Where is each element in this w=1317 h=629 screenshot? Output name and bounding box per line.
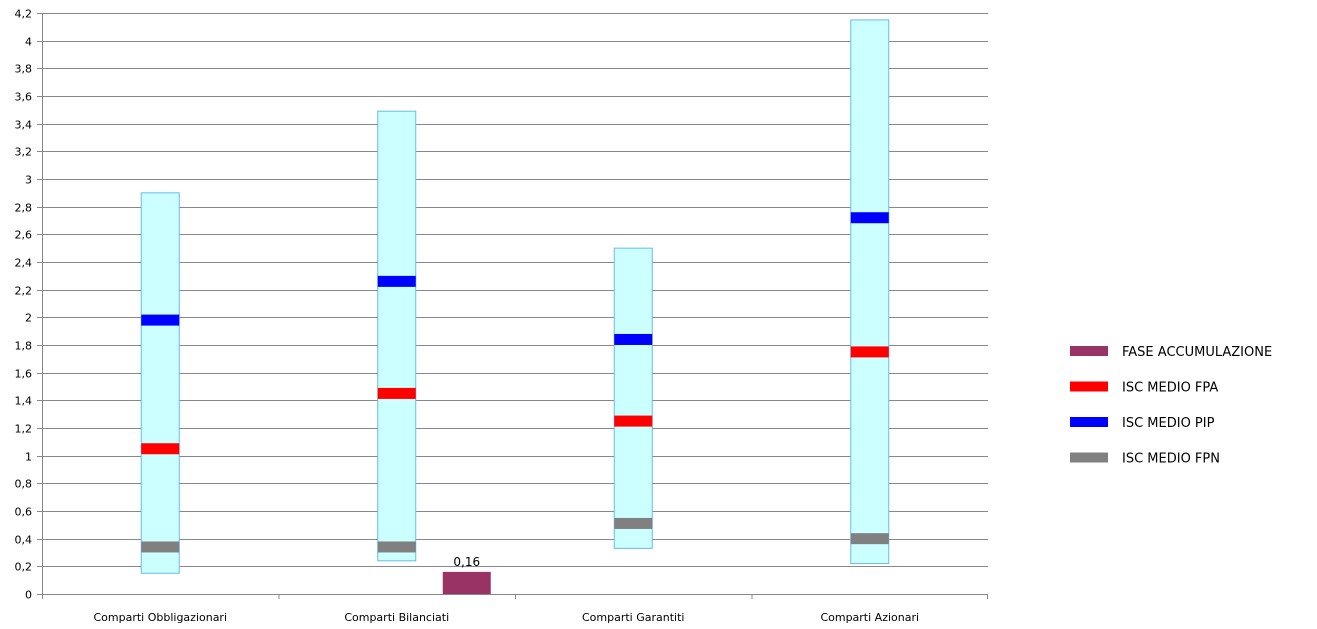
y-tick-label: 3,8 — [15, 63, 33, 76]
range-bars — [140, 19, 890, 574]
marker-isc-medio-fpn — [141, 541, 180, 553]
marker-isc-medio-fpa — [614, 415, 653, 427]
legend-label: ISC MEDIO FPA — [1122, 381, 1218, 396]
y-tick-label: 0,4 — [15, 534, 33, 547]
legend-swatch — [1070, 417, 1108, 427]
legend-label: ISC MEDIO PIP — [1122, 416, 1215, 431]
range-bar — [850, 19, 890, 565]
x-category-label: Comparti Azionari — [820, 611, 919, 624]
y-tick-label: 3,6 — [15, 91, 33, 104]
y-tick-label: 3,4 — [15, 119, 33, 132]
y-tick-label: 3 — [25, 174, 32, 187]
y-tick-label: 1,8 — [15, 340, 33, 353]
marker-isc-medio-fpa — [850, 346, 889, 358]
legend-swatch — [1070, 452, 1108, 463]
gridlines — [42, 13, 988, 595]
legend-swatch — [1070, 381, 1108, 392]
y-tick-label: 0,8 — [15, 478, 33, 491]
series-marks: 0,16 — [141, 212, 889, 594]
y-tick-label: 1,4 — [15, 395, 33, 408]
y-tick-label: 3,2 — [15, 146, 33, 159]
y-tick-label: 1,2 — [15, 423, 33, 436]
y-tick-label: 2,4 — [15, 257, 33, 270]
marker-isc-medio-fpn — [614, 517, 653, 529]
y-tick-label: 4 — [25, 36, 32, 49]
legend-swatch — [1070, 346, 1108, 356]
y-tick-label: 2 — [25, 312, 32, 325]
y-tick-label: 2,8 — [15, 202, 33, 215]
y-tick-label: 2,6 — [15, 229, 33, 242]
legend-label: FASE ACCUMULAZIONE — [1122, 345, 1272, 360]
y-axis: 0 0,2 0,4 0,6 0,8 1 1,2 1,4 1,6 1,8 2 2,2 2,4 2,6 2,8 3… — [15, 8, 43, 602]
bar-fase-accumulazione — [442, 571, 491, 594]
x-category-label: Comparti Garantiti — [582, 611, 684, 624]
y-tick-label: 0,2 — [15, 561, 33, 574]
y-tick-label: 2,2 — [15, 285, 33, 298]
y-tick-label: 1 — [25, 451, 32, 464]
marker-isc-medio-fpa — [377, 387, 416, 399]
range-bar — [613, 247, 653, 549]
y-tick-label: 0,6 — [15, 506, 33, 519]
marker-isc-medio-pip — [614, 333, 653, 345]
data-label: 0,16 — [453, 555, 480, 569]
marker-isc-medio-pip — [377, 275, 416, 287]
legend: FASE ACCUMULAZIONE ISC MEDIO FPA ISC MEDIO… — [1070, 345, 1272, 467]
range-bar — [377, 110, 417, 562]
x-category-label: Comparti Bilanciati — [344, 611, 449, 624]
y-tick-label: 1,6 — [15, 368, 33, 381]
marker-isc-medio-pip — [141, 314, 180, 326]
x-axis: Comparti Obbligazionari Comparti Bilancia… — [42, 594, 988, 624]
legend-label: ISC MEDIO FPN — [1122, 452, 1220, 467]
range-bar — [140, 192, 180, 574]
marker-isc-medio-fpn — [850, 533, 889, 545]
y-tick-label: 0 — [25, 589, 32, 602]
x-category-label: Comparti Obbligazionari — [93, 611, 227, 624]
y-tick-label: 4,2 — [15, 8, 33, 21]
marker-isc-medio-fpn — [377, 541, 416, 553]
marker-isc-medio-pip — [850, 212, 889, 224]
marker-isc-medio-fpa — [141, 443, 180, 455]
